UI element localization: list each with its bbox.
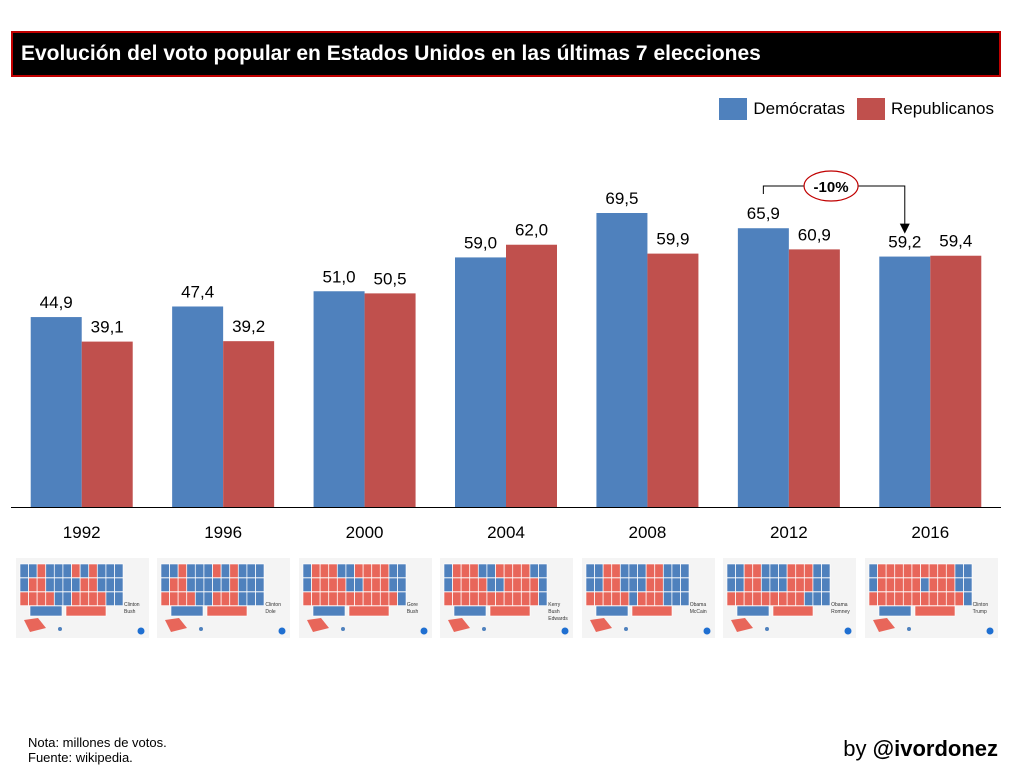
map-legend-2000-0: Gore [406, 602, 418, 608]
electoral-map-2004: Kerry Bush Edwards [440, 558, 574, 638]
chart-title-bar: Evolución del voto popular en Estados Un… [11, 31, 1001, 77]
bar-rep-2008 [647, 253, 699, 507]
value-label-dem-2000: 51,0 [323, 267, 356, 286]
bar-dem-1996 [172, 306, 224, 507]
map-legend-2016-0: Clinton [972, 602, 989, 608]
electoral-map-2000: Gore Bush [298, 558, 432, 638]
x-tick-label-2016: 2016 [911, 523, 949, 542]
value-label-dem-1996: 47,4 [181, 282, 214, 301]
value-label-dem-2016: 59,2 [888, 233, 921, 252]
map-legend-2016-1: Trump [972, 609, 987, 615]
electoral-map-graphic [726, 563, 852, 635]
credit-prefix: by [843, 736, 867, 761]
credit-handle: @ivordonez [872, 736, 998, 761]
bar-rep-2016 [930, 255, 982, 507]
value-label-rep-2000: 50,5 [374, 269, 407, 288]
x-tick-label-2008: 2008 [629, 523, 667, 542]
x-tick-label-1996: 1996 [204, 523, 242, 542]
value-label-rep-2008: 59,9 [656, 230, 689, 249]
x-tick-label-1992: 1992 [63, 523, 101, 542]
note-line-2: Fuente: wikipedia. [28, 750, 133, 765]
bar-rep-1996 [223, 341, 275, 507]
value-label-dem-2008: 69,5 [605, 189, 638, 208]
value-label-rep-2012: 60,9 [798, 225, 831, 244]
bar-dem-2012 [737, 228, 789, 508]
value-label-dem-2004: 59,0 [464, 233, 497, 252]
bar-dem-2000 [313, 291, 365, 507]
map-legend-2008-0: Obama [689, 602, 707, 608]
bar-dem-1992 [30, 317, 82, 507]
legend: Demócratas Republicanos [707, 98, 994, 120]
annotation-text: -10% [814, 179, 849, 196]
x-tick-label-2004: 2004 [487, 523, 525, 542]
value-label-dem-1992: 44,9 [40, 293, 73, 312]
bar-dem-2016 [879, 256, 931, 507]
legend-label-rep: Republicanos [890, 99, 994, 118]
map-legend-2008-1: McCain [689, 609, 707, 615]
value-label-rep-1992: 39,1 [91, 318, 124, 337]
map-legend-2004-1: Bush [548, 609, 560, 615]
map-legend-2000-1: Bush [406, 609, 419, 615]
electoral-map-graphic [585, 563, 711, 635]
map-legend-1996-1: Dole [265, 609, 276, 615]
x-tick-label-2000: 2000 [346, 523, 384, 542]
credit: by @ivordonez [843, 736, 998, 762]
note-line-1: Nota: millones de votos. [28, 735, 167, 750]
value-label-rep-2004: 62,0 [515, 221, 548, 240]
map-legend-2004-2: Edwards [548, 616, 568, 622]
annotation-arrowhead [899, 223, 910, 234]
bar-dem-2008 [596, 213, 648, 507]
legend-label-dem: Demócratas [753, 99, 845, 118]
electoral-map-1992: Clinton Bush [16, 558, 149, 638]
electoral-map-graphic [161, 563, 286, 635]
bar-dem-2004 [455, 257, 506, 507]
map-legend-1992-1: Bush [124, 609, 136, 615]
electoral-map-graphic [868, 563, 994, 635]
electoral-map-2008: Obama McCain [581, 558, 715, 638]
bar-rep-2000 [364, 293, 416, 507]
map-legend-2004-0: Kerry [548, 602, 561, 608]
bar-rep-2012 [788, 249, 840, 507]
legend-item-dem: Demócratas [719, 98, 845, 120]
bar-rep-2004 [506, 244, 557, 507]
legend-swatch-rep [856, 98, 885, 120]
electoral-map-graphic [443, 563, 569, 635]
map-legend-1996-0: Clinton [265, 602, 281, 608]
electoral-map-2012: Obama Romney [723, 558, 857, 638]
value-label-rep-1996: 39,2 [232, 317, 265, 336]
legend-swatch-dem [719, 98, 748, 120]
value-label-rep-2016: 59,4 [939, 232, 972, 251]
electoral-map-2016: Clinton Trump [864, 558, 998, 638]
map-legend-1992-0: Clinton [124, 602, 140, 608]
map-legend-2012-1: Romney [831, 609, 850, 615]
annotation-badge [803, 170, 859, 202]
bar-rep-1992 [81, 341, 133, 507]
electoral-map-graphic [19, 563, 145, 635]
electoral-map-1996: Clinton Dole [157, 558, 291, 638]
legend-item-rep: Republicanos [856, 98, 994, 120]
note: Nota: millones de votos. Fuente: wikiped… [28, 735, 167, 765]
value-label-dem-2012: 65,9 [747, 204, 780, 223]
chart-title: Evolución del voto popular en Estados Un… [21, 42, 761, 65]
map-legend-2012-0: Obama [831, 602, 848, 608]
x-tick-label-2012: 2012 [770, 523, 808, 542]
electoral-map-graphic [302, 563, 428, 635]
